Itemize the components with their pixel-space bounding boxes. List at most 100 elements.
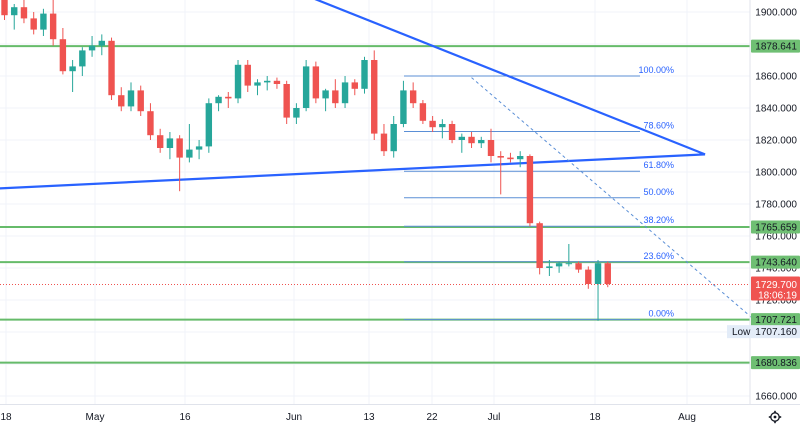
- price-axis[interactable]: 1900.0001880.0001860.0001840.0001820.000…: [751, 0, 800, 404]
- candle: [516, 151, 524, 168]
- fibonacci-retracement[interactable]: 100.00% 78.60% 61.80% 50.00% 38.20% 23.60% 0.0…: [404, 65, 674, 321]
- time-tick-label: 16: [179, 412, 191, 423]
- candle: [351, 79, 358, 96]
- trendline-lower[interactable]: [0, 153, 706, 190]
- candle: [419, 100, 427, 124]
- time-tick-label: 18: [0, 412, 12, 423]
- level-price-tag-text: 1680.836: [755, 358, 797, 369]
- candle-body: [448, 124, 456, 140]
- candle: [585, 266, 592, 289]
- candle: [88, 36, 96, 57]
- level-price-tag-text: 1765.659: [755, 222, 797, 233]
- candle-body: [516, 156, 524, 160]
- level-price-tag-text: 1878.641: [755, 42, 797, 53]
- candle-body: [108, 40, 115, 96]
- candle: [332, 79, 339, 108]
- price-tick-label: 1760.000: [755, 232, 797, 243]
- candle: [215, 95, 222, 112]
- candle: [1, 0, 8, 20]
- candle-body: [186, 149, 193, 158]
- low-value: 1707.160: [755, 327, 797, 338]
- candle: [341, 76, 349, 108]
- candle: [302, 60, 310, 112]
- candle-body: [604, 263, 611, 284]
- candle-body: [361, 60, 368, 89]
- candle-body: [293, 108, 300, 118]
- time-tick-label: 13: [363, 412, 375, 423]
- candle: [468, 132, 475, 148]
- level-price-tag-text: 1743.640: [755, 258, 797, 269]
- candle-body: [225, 96, 232, 99]
- candle: [205, 98, 213, 153]
- candle: [361, 56, 368, 94]
- candle-body: [594, 263, 602, 284]
- low-price-tag: Low 1707.160: [727, 325, 800, 339]
- candle-body: [302, 66, 310, 108]
- candle: [79, 47, 86, 76]
- candle-body: [30, 18, 37, 30]
- time-axis[interactable]: 18 May 16 Jun 13 22 Jul 18 Aug: [0, 412, 695, 423]
- candle-body: [234, 64, 242, 99]
- settings-gear-icon[interactable]: [768, 410, 782, 424]
- candle: [380, 124, 388, 156]
- fib-level-label: 78.60%: [643, 121, 674, 131]
- candle-body: [1, 0, 8, 16]
- trendline-projection[interactable]: [471, 77, 755, 320]
- current-price-text: 1729.700: [755, 280, 797, 291]
- price-tick-label: 1720.000: [755, 296, 797, 307]
- candle-body: [565, 263, 573, 265]
- candle: [49, 0, 57, 46]
- candle: [118, 87, 125, 112]
- candle: [371, 50, 378, 140]
- candle: [20, 0, 28, 24]
- fib-level-label: 61.80%: [643, 160, 674, 170]
- trendline-upper[interactable]: [267, 0, 706, 156]
- candle: [59, 28, 67, 75]
- candle: [195, 140, 203, 160]
- candle: [322, 88, 329, 112]
- candle: [400, 80, 407, 128]
- time-tick-label: 22: [426, 412, 438, 423]
- candle: [69, 60, 76, 92]
- candle-body: [147, 111, 154, 136]
- fib-level-label: 38.20%: [643, 215, 674, 225]
- candle-body: [409, 90, 417, 104]
- candle: [293, 103, 300, 124]
- time-tick-label: 18: [589, 412, 601, 423]
- candle-body: [322, 90, 329, 99]
- candle-body: [69, 66, 76, 72]
- candle: [497, 151, 504, 195]
- candle: [604, 261, 611, 288]
- level-price-tag: 1680.836: [751, 356, 800, 370]
- candle-body: [555, 263, 563, 267]
- candle: [108, 37, 115, 100]
- candle: [555, 261, 563, 273]
- candle-body: [429, 120, 436, 128]
- candle: [390, 116, 397, 158]
- candle-body: [98, 40, 105, 46]
- grid: [0, 0, 750, 404]
- candle-body: [585, 269, 592, 284]
- candle: [536, 221, 543, 275]
- candle: [487, 128, 495, 163]
- trendlines[interactable]: [0, 0, 755, 320]
- candle-body: [195, 146, 203, 150]
- candle: [526, 154, 534, 227]
- candle: [409, 82, 417, 108]
- candle: [478, 136, 485, 148]
- candle-body: [11, 7, 18, 16]
- candle: [127, 82, 135, 112]
- time-tick-label: Aug: [678, 412, 696, 423]
- candle-body: [215, 96, 222, 104]
- candle-body: [458, 136, 466, 140]
- candle-body: [118, 95, 125, 107]
- candle-body: [390, 124, 397, 152]
- candle-body: [156, 135, 164, 148]
- candle-body: [283, 84, 290, 118]
- candle: [546, 260, 553, 276]
- candle-body: [419, 103, 427, 121]
- candle: [448, 120, 456, 144]
- fib-level-label: 100.00%: [638, 65, 674, 75]
